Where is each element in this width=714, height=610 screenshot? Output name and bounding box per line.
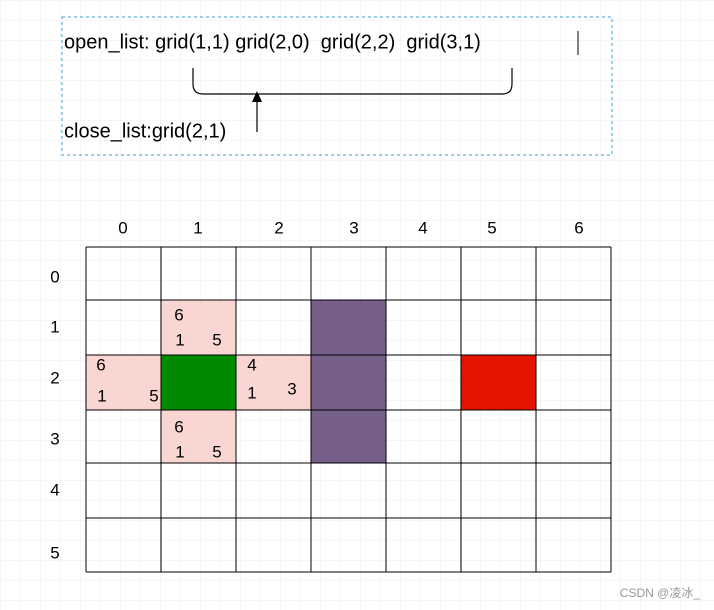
cell-cost: 5 — [212, 330, 221, 349]
cell-cost: 5 — [149, 386, 158, 405]
open-cell — [161, 410, 236, 463]
obstacle — [311, 300, 386, 463]
open-cell — [236, 355, 311, 410]
column-label: 1 — [193, 218, 202, 237]
watermark: CSDN @凌冰_ — [620, 586, 701, 600]
column-label: 5 — [487, 218, 496, 237]
cell-cost: 6 — [174, 305, 183, 324]
start-cell — [161, 355, 236, 410]
arrow-head — [252, 91, 262, 102]
column-label: 4 — [418, 218, 427, 237]
map-grid — [86, 300, 536, 463]
column-label: 2 — [274, 218, 283, 237]
row-label: 5 — [50, 543, 59, 562]
brace — [192, 68, 513, 95]
cell-cost: 6 — [174, 417, 183, 436]
column-label: 0 — [118, 218, 127, 237]
row-label: 1 — [50, 317, 59, 336]
open-cell — [86, 355, 161, 410]
cell-cost: 1 — [175, 330, 184, 349]
row-label: 2 — [50, 368, 59, 387]
row-label: 4 — [50, 480, 59, 499]
column-label: 6 — [574, 218, 583, 237]
close-list: close_list:grid(2,1) — [64, 120, 226, 142]
goal-cell — [461, 355, 536, 410]
cell-cost: 1 — [175, 442, 184, 461]
open-cell — [161, 300, 236, 355]
cell-cost: 3 — [287, 379, 296, 398]
open-list: open_list: grid(1,1) grid(2,0) grid(2,2)… — [64, 31, 481, 53]
cell-cost: 5 — [212, 442, 221, 461]
list-box — [61, 16, 613, 156]
cell-cost: 1 — [247, 383, 256, 402]
cell-cost: 6 — [96, 355, 105, 374]
row-label: 3 — [50, 429, 59, 448]
cell-cost: 4 — [247, 355, 256, 374]
cell-cost: 1 — [97, 386, 106, 405]
column-label: 3 — [349, 218, 358, 237]
row-label: 0 — [50, 267, 59, 286]
